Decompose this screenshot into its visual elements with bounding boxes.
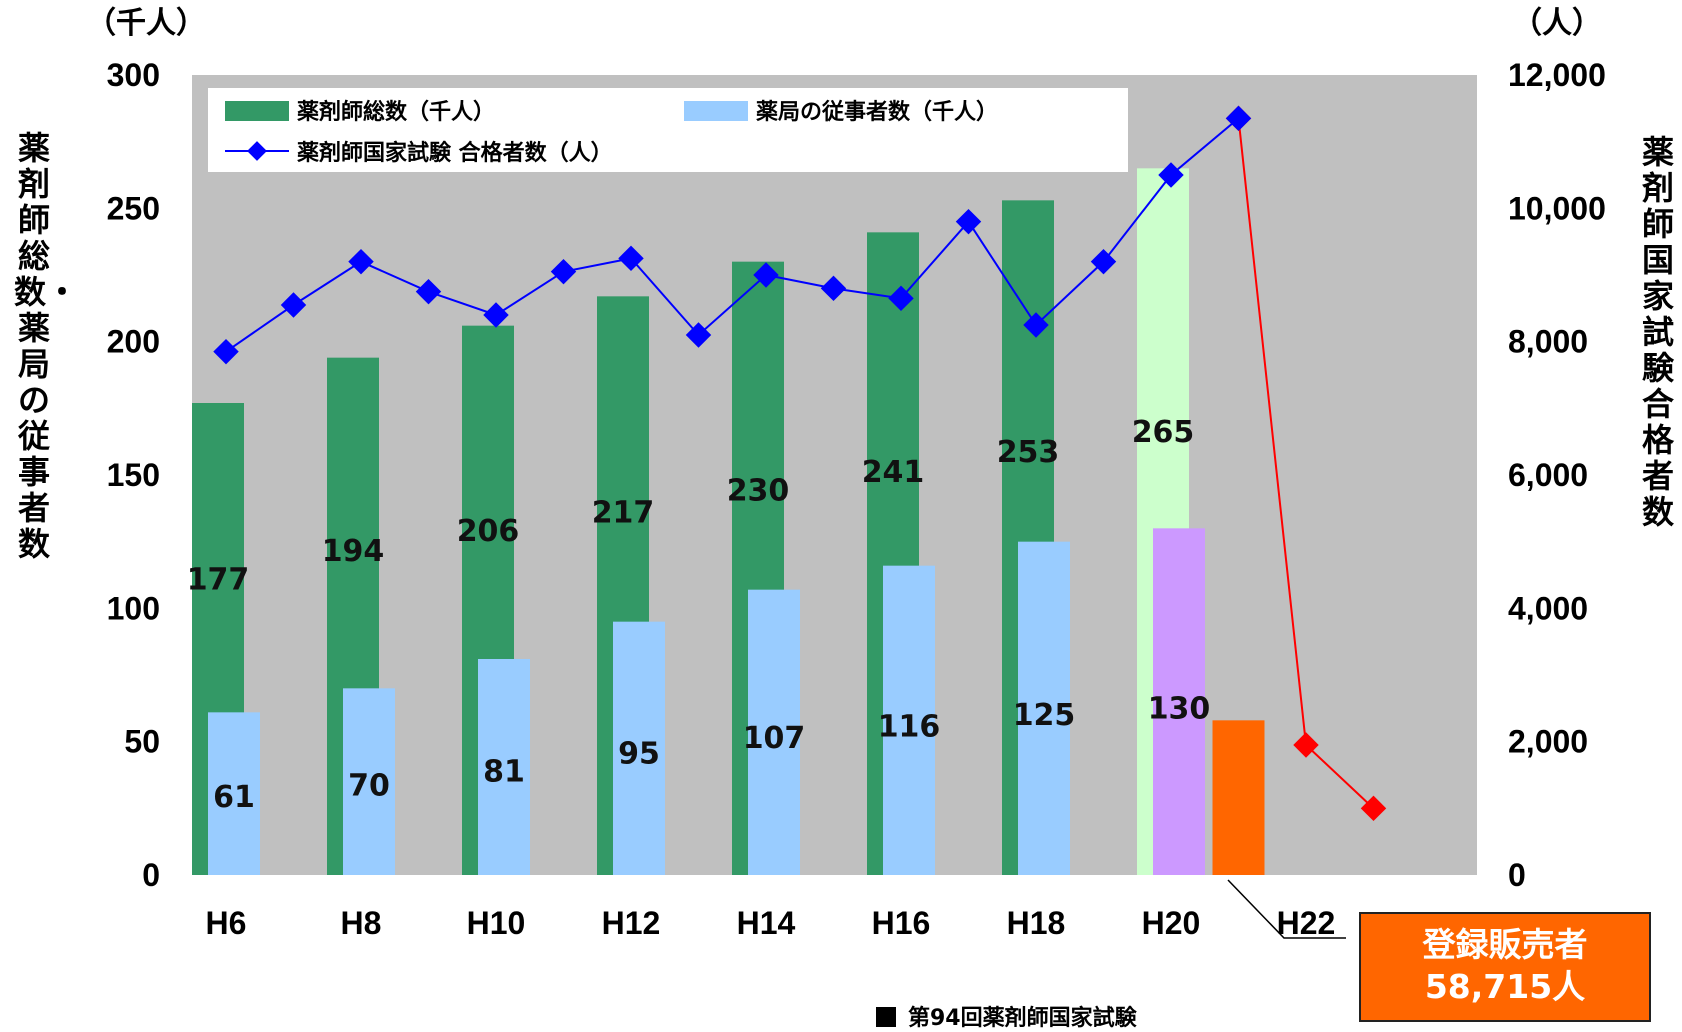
right-tick-12,000: 12,000 (1508, 57, 1606, 93)
bar-pharmacy-staff-H8 (343, 688, 395, 875)
legend-swatch-pharmacy-staff (684, 101, 748, 121)
left-tick-250: 250 (107, 190, 160, 226)
labels-layer: 177 194 206 217 230 241 253 265 61 70 81 95 107 116 12… (187, 415, 1211, 815)
label-pharmacy-staff-H10: 81 (483, 754, 525, 789)
line-exam-passers (225, 117, 1240, 353)
bar-pharmacy-staff-H18 (1018, 541, 1070, 875)
bar-pharmacy-staff-H14 (748, 589, 800, 875)
x-tick-H18: H18 (1007, 905, 1066, 941)
legend: 薬剤師総数（千人） 薬局の従事者数（千人） 薬剤師国家試験 合格者数（人） (208, 88, 1128, 172)
label-pharmacy-staff-H8: 70 (348, 768, 390, 803)
x-tick-H14: H14 (737, 905, 796, 941)
label-pharmacy-staff-H16: 116 (878, 710, 941, 745)
label-pharmacy-staff-H12: 95 (618, 736, 660, 771)
marker-exam-passers-H16 (888, 285, 914, 312)
x-tick-H8: H8 (341, 905, 382, 941)
marker-exam-passers-H17 (955, 208, 982, 235)
right-unit-label: （人） (1512, 6, 1602, 41)
bar-pharmacy-staff-H16 (883, 565, 935, 875)
marker-exam-passers-H6 (213, 338, 239, 365)
right-tick-8,000: 8,000 (1508, 324, 1588, 360)
legend-label-exam-passers: 薬剤師国家試験 合格者数（人） (297, 140, 613, 166)
x-tick-H6: H6 (206, 905, 247, 941)
legend-label-pharmacy-staff: 薬局の従事者数（千人） (756, 99, 998, 125)
x-tick-H22: H22 (1277, 905, 1336, 941)
label-pharmacist-total-H8: 194 (322, 534, 385, 569)
left-axis-title: 薬剤師総数・薬局の従事者数 (14, 129, 79, 563)
label-pharmacist-total-H16: 241 (862, 455, 925, 490)
bar-pharmacy-staff-H12 (613, 621, 665, 875)
legend-box (208, 88, 1128, 172)
callout-connector (1227, 879, 1346, 939)
left-tick-100: 100 (107, 590, 160, 626)
callout-title: 登録販売者 (1422, 925, 1588, 964)
footnote: 第94回薬剤師国家試験 (876, 1000, 1137, 1032)
label-pharmacist-total-H10: 206 (457, 514, 520, 549)
legend-swatch-pharmacist-total (225, 101, 289, 121)
left-tick-50: 50 (124, 724, 160, 760)
marker-exam-passers-H13 (685, 322, 712, 348)
label-pharmacist-total-H6: 177 (187, 563, 250, 598)
left-tick-200: 200 (107, 324, 160, 360)
label-pharmacy-staff-H14: 107 (743, 721, 806, 756)
left-tick-300: 300 (107, 57, 160, 93)
right-tick-4,000: 4,000 (1508, 590, 1588, 626)
bar-pharmacy-staff-H10 (478, 659, 530, 875)
registered-seller-callout: 登録販売者 58,715人 (1359, 912, 1651, 1022)
right-tick-10,000: 10,000 (1508, 190, 1606, 226)
label-pharmacy-staff-H6: 61 (213, 780, 255, 815)
left-tick-0: 0 (142, 857, 160, 893)
left-tick-150: 150 (107, 457, 160, 493)
label-pharmacist-total-H12: 217 (592, 495, 655, 530)
x-tick-H12: H12 (602, 905, 661, 941)
callout-connector-line (1227, 879, 1346, 939)
marker-exam-passers-H7 (280, 292, 307, 318)
right-tick-2,000: 2,000 (1508, 724, 1588, 760)
right-tick-0: 0 (1508, 857, 1526, 893)
legend-marker-exam-passers (247, 141, 267, 161)
marker-exam-passers-H8 (348, 248, 374, 275)
right-tick-6,000: 6,000 (1508, 457, 1588, 493)
callout-value: 58,715人 (1424, 967, 1586, 1006)
legend-label-pharmacist-total: 薬剤師総数（千人） (297, 99, 495, 125)
axes-layer: 0 50 100 150 200 250 300 0 2,000 4,000 6,000 8,000 1… (86, 6, 1606, 941)
marker-exam-passers-H15 (820, 275, 847, 302)
marker-exam-passers-H11 (550, 258, 577, 285)
lines-layer (213, 105, 1387, 822)
bars-layer (192, 168, 1265, 876)
marker-exam-passers-H9 (415, 278, 442, 305)
label-pharmacy-staff-H18: 125 (1013, 698, 1076, 733)
marker-exam-passers-H10 (483, 302, 509, 328)
label-pharmacist-total-H14: 230 (727, 474, 790, 509)
bar-pharmacy-staff-H20 (1153, 528, 1205, 875)
x-tick-H10: H10 (467, 905, 526, 941)
marker-exam-passers-H14 (753, 262, 779, 288)
bar-registered-seller-H21 (1212, 720, 1265, 875)
footnote-text: 第94回薬剤師国家試験 (908, 1006, 1137, 1031)
left-unit-label: （千人） (86, 6, 206, 41)
x-tick-H20: H20 (1142, 905, 1201, 941)
label-pharmacist-total-H20: 265 (1132, 415, 1195, 450)
label-pharmacist-total-H18: 253 (997, 435, 1060, 470)
footnote-square-icon (876, 1007, 896, 1027)
bar-pharmacy-staff-H6 (208, 712, 260, 875)
x-tick-H16: H16 (872, 905, 931, 941)
label-pharmacy-staff-H20: 130 (1148, 692, 1211, 727)
right-axis-title: 薬剤師国家試験 合格者数 (1641, 133, 1682, 531)
